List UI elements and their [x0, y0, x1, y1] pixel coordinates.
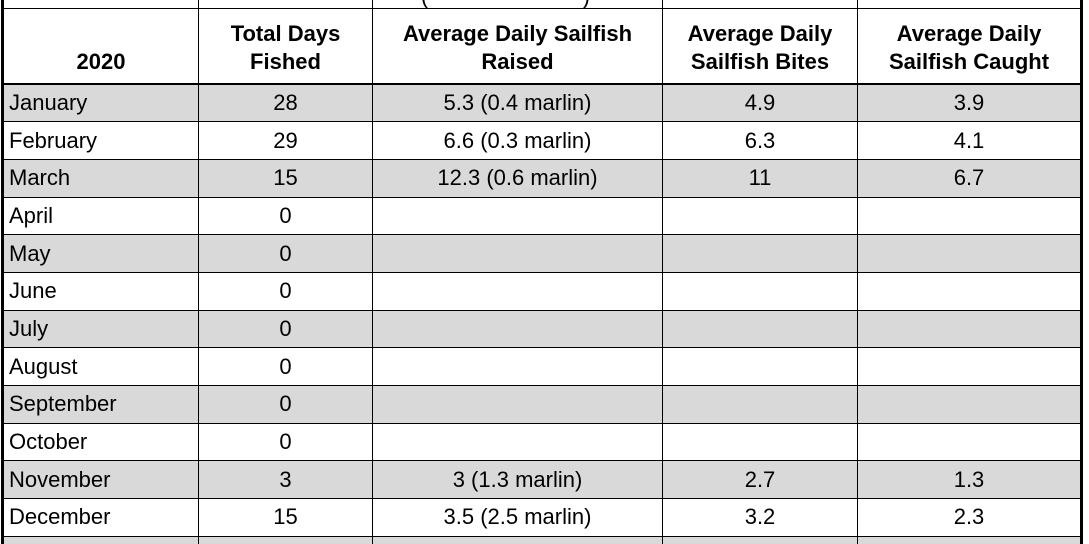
cutoff-cell [198, 0, 373, 9]
cutoff-cell [662, 535, 858, 544]
days-cell[interactable]: 15 [198, 498, 373, 537]
raised-cell[interactable] [372, 196, 663, 236]
caught-cell[interactable] [857, 271, 1082, 311]
bites-cell[interactable] [662, 271, 858, 311]
raised-cell[interactable] [372, 422, 663, 462]
paren-close-fragment: ) [583, 0, 590, 7]
table-row: November 3 3 (1.3 marlin) 2.7 1.3 [2, 460, 1082, 500]
table-row: December 15 3.5 (2.5 marlin) 3.2 2.3 [2, 498, 1082, 537]
raised-cell[interactable]: 3 (1.3 marlin) [372, 460, 663, 500]
month-cell[interactable]: January [2, 83, 199, 123]
days-cell[interactable]: 0 [198, 234, 373, 273]
bites-cell[interactable]: 2.7 [662, 460, 858, 500]
cutoff-cell [198, 535, 373, 544]
raised-cell[interactable]: 12.3 (0.6 marlin) [372, 158, 663, 198]
cutoff-cell [857, 535, 1082, 544]
days-cell[interactable]: 0 [198, 385, 373, 424]
bites-cell[interactable]: 6.3 [662, 121, 858, 160]
column-header-days-fished[interactable]: Total Days Fished [198, 7, 373, 85]
column-header-sailfish-raised[interactable]: Average Daily Sailfish Raised [372, 7, 663, 85]
raised-cell[interactable] [372, 347, 663, 386]
days-cell[interactable]: 0 [198, 271, 373, 311]
caught-cell[interactable] [857, 385, 1082, 424]
raised-cell[interactable] [372, 309, 663, 349]
header-row: 2020 Total Days Fished Average Daily Sai… [2, 7, 1082, 85]
column-header-sailfish-bites[interactable]: Average Daily Sailfish Bites [662, 7, 858, 85]
bites-cell[interactable] [662, 234, 858, 273]
month-cell[interactable]: February [2, 121, 199, 160]
table-row: May 0 [2, 234, 1082, 273]
raised-cell[interactable]: 3.5 (2.5 marlin) [372, 498, 663, 537]
bites-cell[interactable] [662, 309, 858, 349]
table-row: February 29 6.6 (0.3 marlin) 6.3 4.1 [2, 121, 1082, 160]
month-cell[interactable]: July [2, 309, 199, 349]
clipped-title-fragment: ( ) [374, 0, 662, 7]
raised-cell[interactable]: 5.3 (0.4 marlin) [372, 83, 663, 123]
caught-cell[interactable]: 4.1 [857, 121, 1082, 160]
raised-cell[interactable] [372, 385, 663, 424]
days-cell[interactable]: 15 [198, 158, 373, 198]
cutoff-cell [662, 0, 858, 9]
bites-cell[interactable] [662, 196, 858, 236]
table-row: August 0 [2, 347, 1082, 386]
caught-cell[interactable]: 1.3 [857, 460, 1082, 500]
caught-cell[interactable]: 2.3 [857, 498, 1082, 537]
days-cell[interactable]: 29 [198, 121, 373, 160]
paren-open-fragment: ( [421, 0, 428, 7]
table-row: March 15 12.3 (0.6 marlin) 11 6.7 [2, 158, 1082, 198]
month-cell[interactable]: June [2, 271, 199, 311]
cutoff-row-top: ( ) [2, 0, 1082, 9]
month-cell[interactable]: October [2, 422, 199, 462]
days-cell[interactable]: 0 [198, 422, 373, 462]
table-row: July 0 [2, 309, 1082, 349]
table-row: June 0 [2, 271, 1082, 311]
cutoff-row-bottom [2, 535, 1082, 544]
caught-cell[interactable]: 6.7 [857, 158, 1082, 198]
bites-cell[interactable]: 4.9 [662, 83, 858, 123]
cutoff-cell [2, 535, 199, 544]
month-cell[interactable]: March [2, 158, 199, 198]
caught-cell[interactable] [857, 234, 1082, 273]
table-row: October 0 [2, 422, 1082, 462]
caught-cell[interactable] [857, 347, 1082, 386]
bites-cell[interactable]: 3.2 [662, 498, 858, 537]
bites-cell[interactable] [662, 385, 858, 424]
cutoff-cell [372, 535, 663, 544]
table-row: September 0 [2, 385, 1082, 424]
cutoff-cell [857, 0, 1082, 9]
caught-cell[interactable] [857, 196, 1082, 236]
bites-cell[interactable] [662, 347, 858, 386]
days-cell[interactable]: 0 [198, 309, 373, 349]
days-cell[interactable]: 0 [198, 347, 373, 386]
raised-cell[interactable]: 6.6 (0.3 marlin) [372, 121, 663, 160]
raised-cell[interactable] [372, 271, 663, 311]
days-cell[interactable]: 0 [198, 196, 373, 236]
month-cell[interactable]: November [2, 460, 199, 500]
bites-cell[interactable]: 11 [662, 158, 858, 198]
month-cell[interactable]: December [2, 498, 199, 537]
table-body: January 28 5.3 (0.4 marlin) 4.9 3.9 February 2… [2, 83, 1082, 537]
days-cell[interactable]: 28 [198, 83, 373, 123]
raised-cell[interactable] [372, 234, 663, 273]
cutoff-cell [2, 0, 199, 9]
table-row: January 28 5.3 (0.4 marlin) 4.9 3.9 [2, 83, 1082, 123]
caught-cell[interactable] [857, 309, 1082, 349]
month-cell[interactable]: September [2, 385, 199, 424]
column-header-year[interactable]: 2020 [2, 7, 199, 85]
table-row: April 0 [2, 196, 1082, 236]
cutoff-cell: ( ) [372, 0, 663, 9]
column-header-sailfish-caught[interactable]: Average Daily Sailfish Caught [857, 7, 1082, 85]
month-cell[interactable]: August [2, 347, 199, 386]
caught-cell[interactable]: 3.9 [857, 83, 1082, 123]
month-cell[interactable]: April [2, 196, 199, 236]
caught-cell[interactable] [857, 422, 1082, 462]
bites-cell[interactable] [662, 422, 858, 462]
days-cell[interactable]: 3 [198, 460, 373, 500]
month-cell[interactable]: May [2, 234, 199, 273]
